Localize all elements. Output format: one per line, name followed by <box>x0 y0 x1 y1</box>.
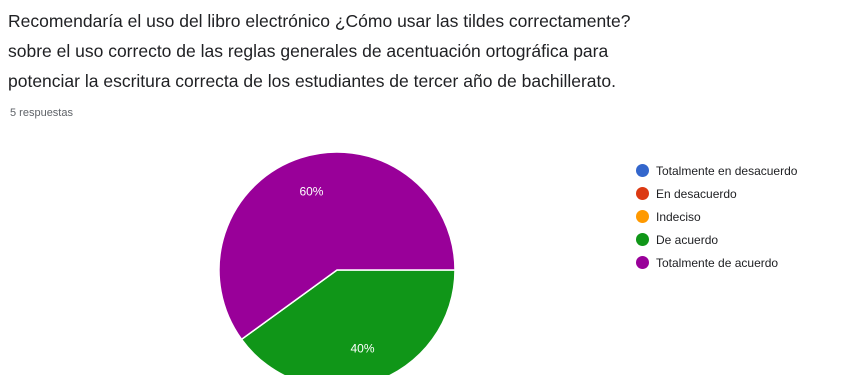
legend-label: Totalmente en desacuerdo <box>656 163 798 178</box>
question-title: Recomendaría el uso del libro electrónic… <box>8 6 838 96</box>
question-title-line-1: Recomendaría el uso del libro electrónic… <box>8 11 631 31</box>
legend-item-indeciso[interactable]: Indeciso <box>636 205 797 228</box>
legend-label: Totalmente de acuerdo <box>656 255 779 270</box>
pie-label-totalmente-de-acuerdo: 60% <box>299 184 323 198</box>
pie-label-de-acuerdo: 40% <box>351 342 375 356</box>
legend-swatch-icon <box>636 256 649 269</box>
legend-item-en-desacuerdo[interactable]: En desacuerdo <box>636 182 797 205</box>
question-title-line-3: potenciar la escritura correcta de los e… <box>8 71 616 91</box>
legend-swatch-icon <box>636 233 649 246</box>
legend-label: Indeciso <box>656 209 701 224</box>
response-count: 5 respuestas <box>10 107 73 119</box>
legend-swatch-icon <box>636 187 649 200</box>
legend-item-totalmente-en-desacuerdo[interactable]: Totalmente en desacuerdo <box>636 159 797 182</box>
question-title-line-2: sobre el uso correcto de las reglas gene… <box>8 41 609 61</box>
pie-chart: 40% 60% <box>218 151 456 375</box>
legend-item-totalmente-de-acuerdo[interactable]: Totalmente de acuerdo <box>636 251 797 274</box>
legend-label: De acuerdo <box>656 232 719 247</box>
legend-label: En desacuerdo <box>656 186 737 201</box>
chart-legend: Totalmente en desacuerdo En desacuerdo I… <box>636 159 797 274</box>
legend-swatch-icon <box>636 164 649 177</box>
pie-slice-de-acuerdo[interactable] <box>240 269 456 375</box>
legend-swatch-icon <box>636 210 649 223</box>
pie-slice-totalmente-de-acuerdo[interactable] <box>218 151 456 341</box>
legend-item-de-acuerdo[interactable]: De acuerdo <box>636 228 797 251</box>
